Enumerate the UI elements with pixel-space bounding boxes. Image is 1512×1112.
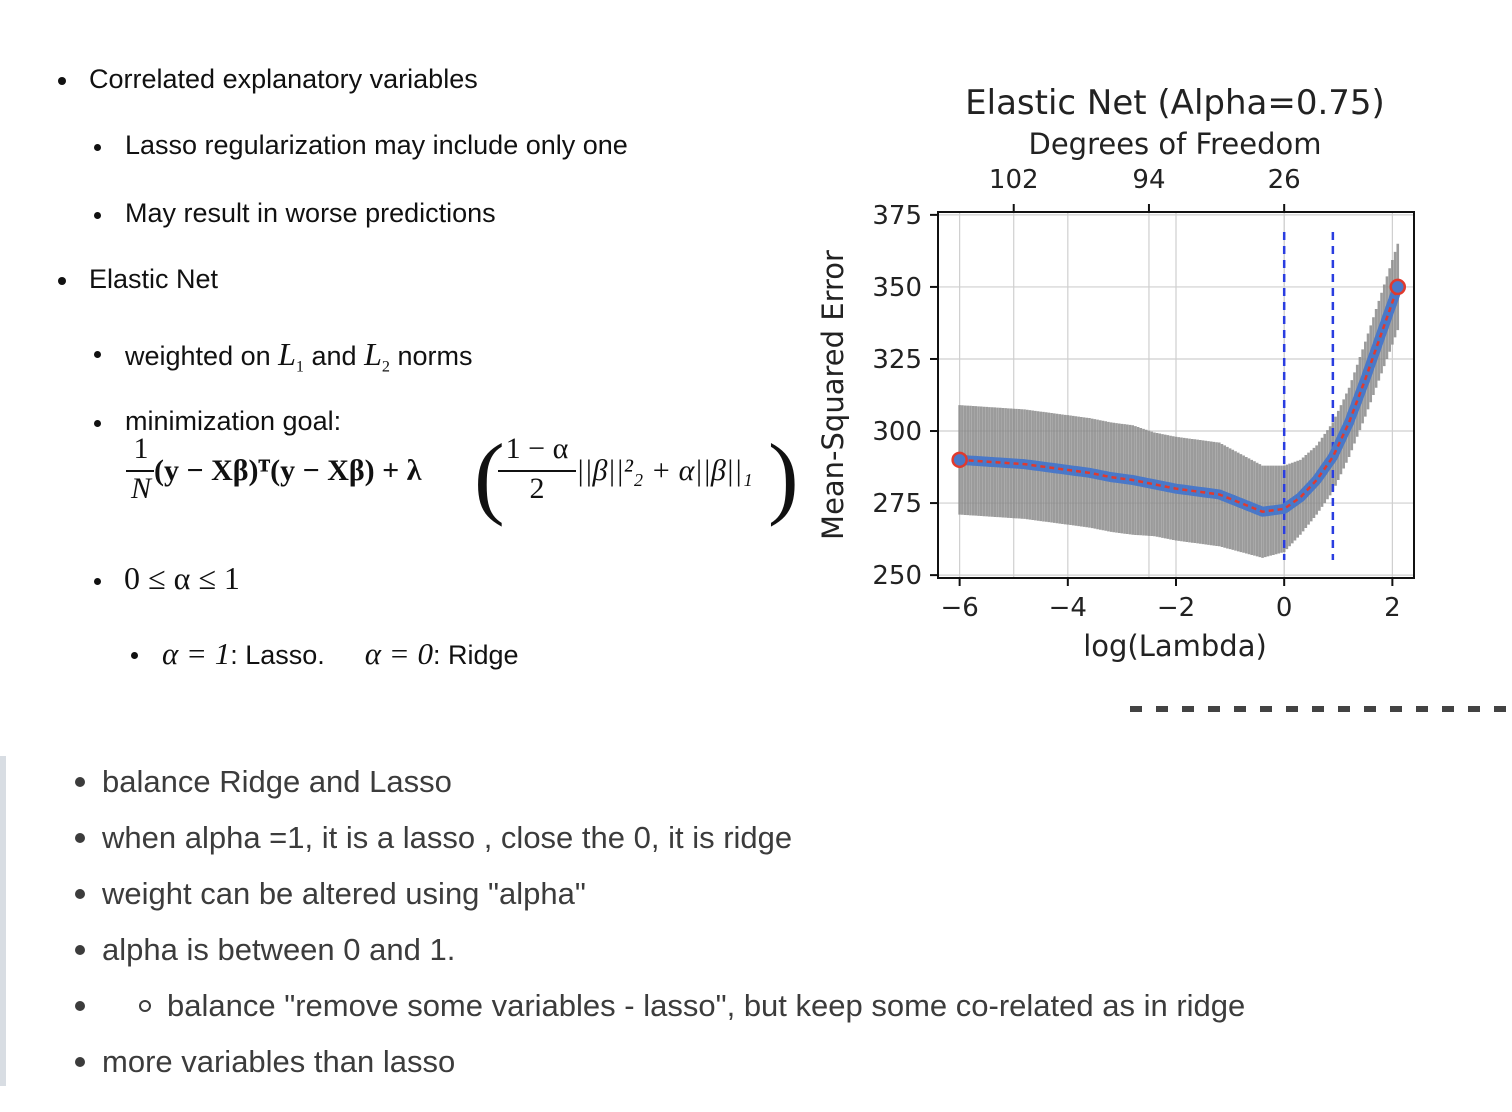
alpha-one: α = 1 bbox=[162, 636, 231, 671]
bullet-dot bbox=[94, 351, 101, 358]
bullet-correlated: Correlated explanatory variables bbox=[89, 64, 478, 94]
formula-num-1: 1 bbox=[133, 432, 149, 465]
y-tick-label: 275 bbox=[872, 489, 922, 519]
notes-quote-border bbox=[0, 756, 6, 1086]
data-point bbox=[951, 451, 968, 469]
bullet-dot bbox=[94, 578, 101, 585]
bullet-alpha-cases: α = 1: Lasso. α = 0: Ridge bbox=[162, 636, 519, 672]
bullet-dot bbox=[94, 144, 101, 151]
bullet-minimization-goal: minimization goal: bbox=[125, 406, 342, 436]
x-tick-label: 0 bbox=[1276, 593, 1293, 623]
l1-subscript: 1 bbox=[295, 357, 305, 376]
y-tick-label: 300 bbox=[872, 417, 922, 447]
note-sub-item: balance "remove some variables - lasso",… bbox=[167, 988, 1246, 1023]
top-tick-label: 26 bbox=[1268, 165, 1301, 195]
formula-main: (y − Xβ)ᵀ(y − Xβ) + λ bbox=[154, 454, 422, 487]
x-tick-label: −2 bbox=[1157, 593, 1195, 623]
bullet-worse-predictions: May result in worse predictions bbox=[125, 198, 496, 228]
l2-subscript: 2 bbox=[381, 357, 390, 376]
bullet-dot bbox=[58, 277, 66, 285]
weighted-text: weighted on bbox=[125, 341, 279, 371]
formula-num-2: 1 − α bbox=[505, 432, 569, 465]
formula-frac-bar-1 bbox=[126, 470, 154, 472]
x-tick-label: −4 bbox=[1049, 593, 1087, 623]
bullet-dot bbox=[94, 420, 101, 427]
formula-tail: ||β||²₂ + α||β||₁ bbox=[576, 454, 753, 487]
note-bullet bbox=[75, 889, 85, 899]
y-tick-label: 325 bbox=[872, 345, 922, 375]
cropped-footer bbox=[1130, 706, 1510, 712]
bullet-alpha-range: 0 ≤ α ≤ 1 bbox=[124, 560, 240, 596]
note-item: more variables than lasso bbox=[102, 1044, 456, 1079]
formula-frac-bar-2 bbox=[498, 470, 576, 472]
note-item: alpha is between 0 and 1. bbox=[102, 932, 456, 967]
note-sub-bullet bbox=[139, 1000, 151, 1012]
data-point bbox=[1389, 278, 1407, 296]
x-tick-label: −6 bbox=[940, 593, 978, 623]
bullet-lasso-one: Lasso regularization may include only on… bbox=[125, 130, 628, 160]
note-item: balance Ridge and Lasso bbox=[102, 764, 452, 799]
formula-left-paren: ( bbox=[474, 425, 505, 527]
top-tick-label: 94 bbox=[1132, 165, 1165, 195]
elastic-net-chart: −6 −4 −2 0 2 102 94 26 250 275 300 325 350 375 Elastic… bbox=[816, 83, 1415, 663]
x-axis-label: log(Lambda) bbox=[1083, 629, 1267, 663]
bullet-dot bbox=[94, 212, 101, 219]
formula-den-1: N bbox=[130, 472, 151, 505]
l1-symbol: L bbox=[278, 336, 296, 372]
formula-den-2: 2 bbox=[529, 472, 545, 505]
note-bullet bbox=[75, 1001, 85, 1011]
y-tick-label: 375 bbox=[872, 201, 922, 231]
alpha-zero: α = 0 bbox=[364, 636, 433, 671]
lasso-case: : Lasso. bbox=[230, 640, 325, 670]
bullet-dot bbox=[131, 652, 138, 659]
ridge-case: : Ridge bbox=[432, 640, 519, 670]
note-bullet bbox=[75, 833, 85, 843]
note-bullet bbox=[75, 945, 85, 955]
y-tick-label: 250 bbox=[872, 561, 922, 591]
note-bullet bbox=[75, 777, 85, 787]
top-axis-label: Degrees of Freedom bbox=[1029, 127, 1322, 161]
and-text: and bbox=[304, 341, 365, 371]
note-item: when alpha =1, it is a lasso , close the… bbox=[102, 820, 793, 855]
x-tick-label: 2 bbox=[1384, 593, 1401, 623]
bullet-weighted-norms: weighted on L1 and L2 norms bbox=[125, 336, 473, 376]
l2-symbol: L bbox=[364, 336, 382, 372]
minimization-formula: 1 N (y − Xβ)ᵀ(y − Xβ) + λ ( 1 − α 2 ||β|… bbox=[118, 425, 808, 532]
bullet-dot bbox=[58, 77, 66, 85]
y-tick-label: 350 bbox=[872, 273, 922, 303]
formula-right-paren: ) bbox=[768, 425, 799, 527]
mean-curve bbox=[959, 286, 1399, 513]
chart-title: Elastic Net (Alpha=0.75) bbox=[965, 83, 1385, 123]
bullet-elastic-net: Elastic Net bbox=[89, 264, 219, 294]
norms-text: norms bbox=[389, 341, 473, 371]
note-bullet bbox=[75, 1057, 85, 1067]
note-item: weight can be altered using "alpha" bbox=[102, 876, 586, 911]
y-axis-label: Mean-Squared Error bbox=[816, 250, 850, 540]
top-tick-label: 102 bbox=[989, 165, 1039, 195]
